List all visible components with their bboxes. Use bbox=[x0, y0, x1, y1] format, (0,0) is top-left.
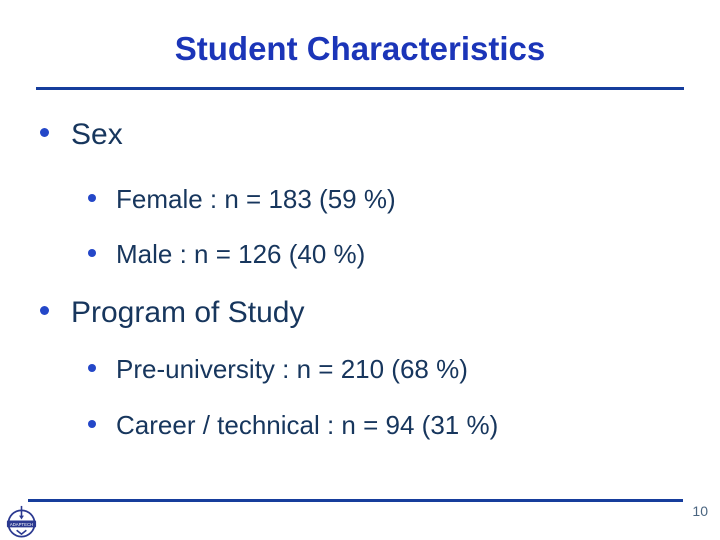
list-item: Male : n = 126 (40 %) bbox=[88, 239, 365, 270]
page-title: Student Characteristics bbox=[174, 30, 546, 67]
bullet-text: Pre-university : n = 210 (68 %) bbox=[116, 354, 468, 384]
bullet-icon bbox=[88, 249, 96, 257]
bullet-text: Career / technical : n = 94 (31 %) bbox=[116, 410, 499, 440]
list-item: Career / technical : n = 94 (31 %) bbox=[88, 410, 498, 441]
adaptech-logo: ADAPTECH bbox=[6, 505, 37, 538]
page-number: 10 bbox=[692, 503, 708, 519]
footer-divider-line bbox=[28, 499, 683, 502]
list-item: Program of Study bbox=[40, 296, 304, 330]
bullet-icon bbox=[88, 194, 96, 202]
bullet-icon bbox=[40, 306, 49, 315]
bullet-icon bbox=[40, 128, 49, 137]
bullet-text: Male : n = 126 (40 %) bbox=[116, 239, 366, 269]
logo-text: ADAPTECH bbox=[10, 522, 33, 527]
bullet-text: Female : n = 183 (59 %) bbox=[116, 184, 396, 214]
title-divider-line bbox=[36, 87, 684, 90]
list-item: Pre-university : n = 210 (68 %) bbox=[88, 354, 468, 385]
bullet-icon bbox=[88, 420, 96, 428]
list-item: Female : n = 183 (59 %) bbox=[88, 184, 396, 215]
bullet-text: Program of Study bbox=[71, 296, 305, 329]
bullet-icon bbox=[88, 364, 96, 372]
bullet-text: Sex bbox=[71, 118, 123, 151]
list-item: Sex bbox=[40, 118, 123, 152]
